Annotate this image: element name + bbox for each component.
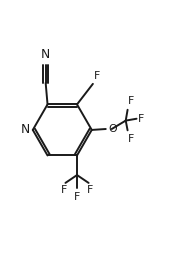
Text: F: F — [138, 114, 144, 124]
Text: F: F — [87, 185, 93, 195]
Text: N: N — [41, 48, 50, 61]
Text: N: N — [20, 123, 30, 136]
Text: F: F — [74, 192, 80, 202]
Text: F: F — [128, 134, 134, 144]
Text: F: F — [128, 96, 134, 106]
Text: F: F — [61, 185, 67, 195]
Text: O: O — [108, 124, 117, 134]
Text: F: F — [94, 70, 100, 80]
